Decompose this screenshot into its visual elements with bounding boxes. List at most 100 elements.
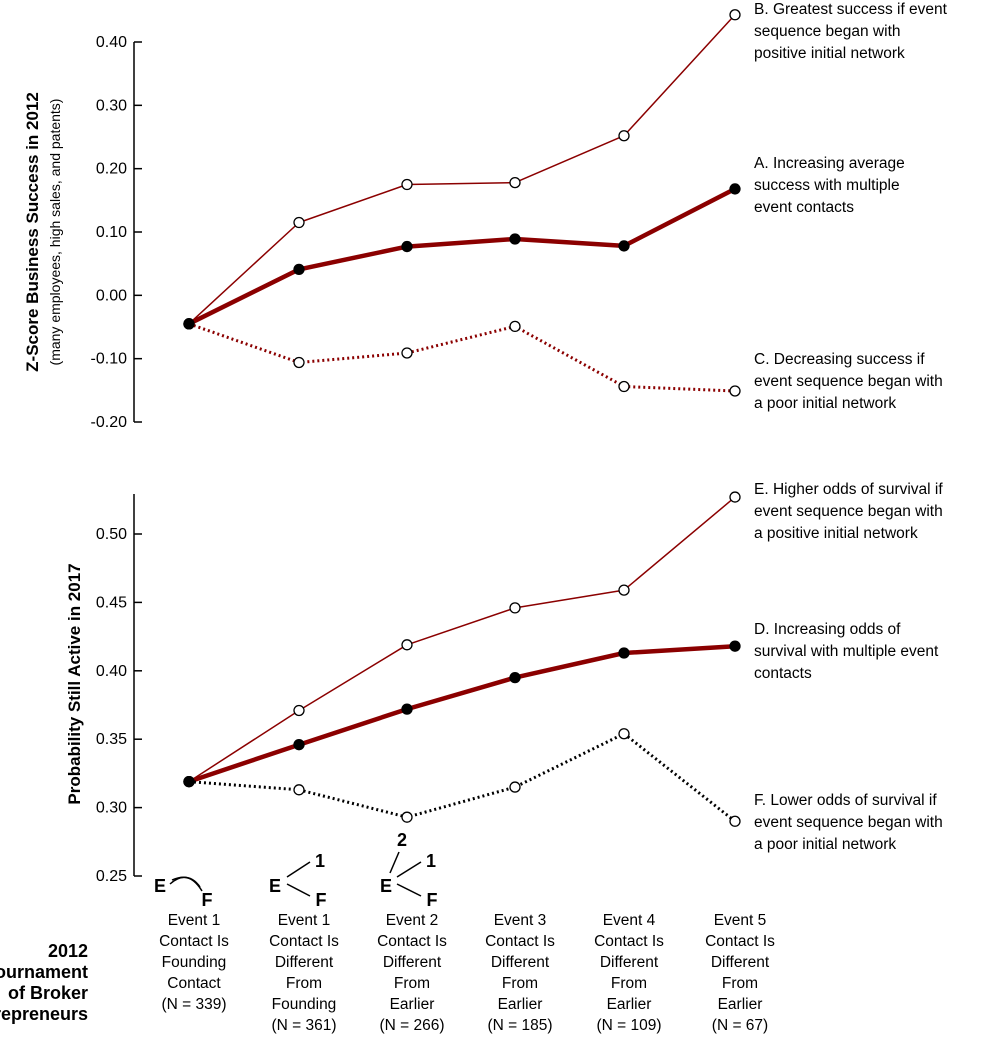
diagram-link-line bbox=[396, 883, 422, 897]
x-category-label-line: Different bbox=[491, 954, 550, 971]
x-category-label-line: Earlier bbox=[498, 996, 543, 1013]
x-category-label-line: From bbox=[394, 975, 430, 992]
y-tick-label: 0.30 bbox=[96, 97, 127, 114]
x-category-label-line: (N = 67) bbox=[712, 1017, 768, 1034]
data-point-b-5 bbox=[618, 130, 630, 142]
annotation-e-line: a positive initial network bbox=[754, 525, 918, 542]
data-point-a-2 bbox=[293, 263, 305, 276]
row-title-line: Tournament bbox=[0, 962, 88, 982]
x-category-label-line: Different bbox=[711, 954, 770, 971]
x-category-label-line: Event 4 bbox=[603, 912, 656, 929]
x-category-label-line: Founding bbox=[162, 954, 227, 971]
y-tick-label: -0.10 bbox=[91, 351, 128, 368]
diagram-f-label: F bbox=[427, 890, 438, 910]
row-title-line: Entrepreneurs bbox=[0, 1004, 88, 1024]
data-point-a-5 bbox=[618, 240, 630, 252]
x-category-label-line: (N = 109) bbox=[596, 1017, 661, 1034]
x-category-label-line: Different bbox=[383, 954, 442, 971]
y-tick-label: 0.25 bbox=[96, 868, 127, 885]
data-point-b-4 bbox=[509, 176, 521, 189]
annotation-e-line: event sequence began with bbox=[754, 503, 943, 520]
diagram-one-label: 1 bbox=[426, 851, 436, 871]
y-tick-label: 0.00 bbox=[96, 287, 127, 304]
series-line-a bbox=[188, 186, 737, 326]
data-point-d-3 bbox=[401, 703, 413, 715]
data-point-d-4 bbox=[509, 671, 521, 684]
x-category-label-line: (N = 185) bbox=[487, 1017, 552, 1034]
diagram-f-label: F bbox=[202, 890, 213, 910]
y-tick-label: 0.35 bbox=[96, 731, 127, 748]
data-point-c-2 bbox=[293, 356, 305, 369]
x-category-label-line: From bbox=[611, 975, 647, 992]
annotation-d-line: survival with multiple event bbox=[754, 643, 939, 660]
series-line-f bbox=[188, 732, 736, 823]
y-tick-label: -0.20 bbox=[91, 414, 128, 431]
annotation-c-line: C. Decreasing success if bbox=[754, 351, 925, 368]
data-point-c-4 bbox=[509, 320, 521, 333]
diagram-e-label: E bbox=[269, 876, 281, 896]
data-point-c-5 bbox=[618, 380, 630, 393]
x-category-label-line: (N = 266) bbox=[379, 1017, 444, 1034]
x-category-label-line: (N = 361) bbox=[271, 1017, 336, 1034]
annotation-f-line: a poor initial network bbox=[754, 836, 896, 853]
y-tick-label: 0.30 bbox=[96, 800, 127, 817]
x-category-label-line: Event 5 bbox=[714, 912, 767, 929]
annotation-a-line: event contacts bbox=[754, 199, 854, 216]
annotation-f-line: F. Lower odds of survival if bbox=[754, 792, 937, 809]
y-axis-label: Z-Score Business Success in 2012 bbox=[23, 92, 42, 372]
y-tick-label: 0.40 bbox=[96, 34, 127, 51]
data-point-e-4 bbox=[509, 602, 521, 614]
series-line-e bbox=[188, 496, 736, 783]
data-point-b-6 bbox=[729, 9, 741, 21]
x-category-label-line: Contact Is bbox=[485, 933, 555, 950]
y-tick-label: 0.20 bbox=[96, 161, 127, 178]
data-point-a-4 bbox=[509, 233, 521, 245]
x-category-label-line: Event 1 bbox=[278, 912, 331, 929]
row-title-line: of Broker bbox=[8, 983, 88, 1003]
data-point-f-1 bbox=[183, 775, 195, 788]
data-point-c-3 bbox=[401, 347, 413, 359]
x-category-label-line: From bbox=[722, 975, 758, 992]
annotation-a-line: success with multiple bbox=[754, 177, 900, 194]
diagram-e-label: E bbox=[380, 876, 392, 896]
data-point-c-1 bbox=[183, 318, 195, 330]
x-category-label-line: Contact Is bbox=[377, 933, 447, 950]
data-point-f-3 bbox=[401, 811, 413, 823]
diagram-e-label: E bbox=[154, 876, 166, 896]
annotation-b-line: B. Greatest success if event bbox=[754, 1, 948, 18]
data-point-e-2 bbox=[293, 704, 305, 717]
row-title-line: 2012 bbox=[48, 941, 88, 961]
x-category-label-line: (N = 339) bbox=[161, 996, 226, 1013]
annotation-d-line: contacts bbox=[754, 665, 812, 682]
x-category-label-line: From bbox=[286, 975, 322, 992]
x-category-label-line: Earlier bbox=[390, 996, 435, 1013]
data-point-e-3 bbox=[401, 639, 413, 651]
series-line-b bbox=[188, 14, 736, 325]
data-point-a-3 bbox=[401, 240, 413, 253]
data-point-d-2 bbox=[293, 739, 305, 751]
annotation-c-line: a poor initial network bbox=[754, 395, 896, 412]
data-point-f-6 bbox=[729, 815, 741, 827]
y-tick-label: 0.45 bbox=[96, 594, 127, 611]
y-tick-label: 0.50 bbox=[96, 526, 127, 543]
data-point-b-2 bbox=[293, 216, 305, 229]
data-point-f-4 bbox=[509, 781, 521, 793]
x-category-label-line: Earlier bbox=[607, 996, 652, 1013]
y-axis-label: Probability Still Active in 2017 bbox=[65, 563, 84, 804]
y-tick-label: 0.40 bbox=[96, 663, 127, 680]
annotation-b-line: sequence began with bbox=[754, 23, 901, 40]
data-point-d-6 bbox=[729, 640, 741, 652]
diagram-one-label: 1 bbox=[315, 851, 325, 871]
series-line-d bbox=[188, 643, 736, 784]
data-point-f-2 bbox=[293, 784, 305, 796]
data-point-d-5 bbox=[618, 647, 630, 659]
annotation-b-line: positive initial network bbox=[754, 45, 905, 62]
diagram-link-line bbox=[286, 883, 311, 897]
x-category-label-line: Contact Is bbox=[594, 933, 664, 950]
annotation-e-line: E. Higher odds of survival if bbox=[754, 481, 943, 498]
diagram-f-label: F bbox=[316, 890, 327, 910]
annotation-f-line: event sequence began with bbox=[754, 814, 943, 831]
x-category-label-line: Different bbox=[600, 954, 659, 971]
data-point-e-6 bbox=[729, 491, 741, 503]
